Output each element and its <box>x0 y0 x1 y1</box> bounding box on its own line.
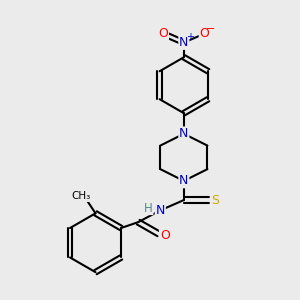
Text: O: O <box>200 27 209 40</box>
Text: CH₃: CH₃ <box>71 191 90 201</box>
Text: +: + <box>186 32 194 42</box>
Text: −: − <box>206 24 216 34</box>
Text: N: N <box>156 204 165 217</box>
Text: S: S <box>211 194 219 207</box>
Text: N: N <box>179 127 188 140</box>
Text: N: N <box>179 174 188 188</box>
Text: N: N <box>179 36 188 49</box>
Text: O: O <box>158 27 168 40</box>
Text: H: H <box>144 202 153 214</box>
Text: O: O <box>160 229 170 242</box>
